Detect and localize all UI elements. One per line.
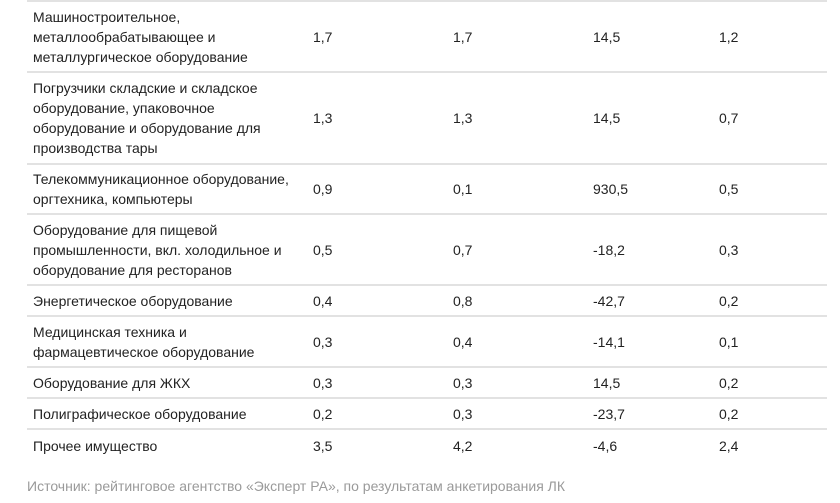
row-value-3: -4,6 (593, 437, 618, 454)
row-value-1: 0,3 (313, 374, 333, 391)
table-row: Погрузчики складские и складское оборудо… (27, 73, 827, 165)
row-value-2: 0,4 (453, 333, 473, 350)
table-row: Оборудование для ЖКХ 0,3 0,3 14,5 0,2 (27, 368, 827, 399)
row-value-1: 1,7 (313, 28, 333, 45)
row-value-4: 0,5 (719, 181, 739, 197)
row-value-3: -14,1 (593, 333, 625, 350)
row-value-1: 0,5 (313, 241, 333, 258)
table-row: Энергетическое оборудование 0,4 0,8 -42,… (27, 286, 827, 317)
row-value-4: 1,2 (719, 28, 739, 45)
row-category: Машиностроительное, металлообрабатывающе… (33, 8, 248, 65)
table-row: Телекоммуникационное оборудование, оргте… (27, 165, 827, 215)
source-note: Источник: рейтинговое агентство «Эксперт… (27, 478, 566, 494)
row-value-1: 1,3 (313, 110, 333, 126)
row-value-3: -23,7 (593, 405, 625, 422)
row-value-3: 14,5 (593, 110, 621, 126)
row-category: Энергетическое оборудование (33, 292, 233, 309)
row-value-1: 0,2 (313, 405, 333, 422)
row-value-4: 0,2 (719, 292, 739, 309)
equipment-table: Машиностроительное, металлообрабатывающе… (27, 0, 827, 461)
row-category: Оборудование для пищевой промышленности,… (33, 221, 282, 278)
row-value-2: 1,7 (453, 28, 473, 45)
row-value-3: 930,5 (593, 181, 629, 197)
row-value-2: 4,2 (453, 437, 473, 454)
row-value-2: 1,3 (453, 110, 473, 126)
row-value-1: 0,9 (313, 181, 333, 197)
row-category: Медицинская техника и фармацевтическое о… (33, 323, 255, 360)
row-category: Оборудование для ЖКХ (33, 374, 191, 391)
row-category: Погрузчики складские и складское оборудо… (33, 80, 261, 156)
table-row: Медицинская техника и фармацевтическое о… (27, 317, 827, 368)
row-value-2: 0,7 (453, 241, 473, 258)
table-row: Машиностроительное, металлообрабатывающе… (27, 2, 827, 73)
row-category: Прочее имущество (33, 437, 158, 454)
row-value-3: -42,7 (593, 292, 625, 309)
table-row: Полиграфическое оборудование 0,2 0,3 -23… (27, 399, 827, 430)
row-value-4: 0,2 (719, 405, 739, 422)
row-value-3: 14,5 (593, 374, 621, 391)
row-value-2: 0,1 (453, 181, 473, 197)
table-row: Прочее имущество 3,5 4,2 -4,6 2,4 (27, 430, 827, 461)
row-value-4: 0,2 (719, 374, 739, 391)
row-value-4: 0,1 (719, 333, 739, 350)
table-row: Оборудование для пищевой промышленности,… (27, 215, 827, 286)
row-category: Полиграфическое оборудование (33, 405, 247, 422)
row-value-3: -18,2 (593, 241, 625, 258)
row-value-1: 3,5 (313, 437, 333, 454)
row-value-2: 0,8 (453, 292, 473, 309)
row-value-4: 0,3 (719, 241, 739, 258)
row-value-2: 0,3 (453, 374, 473, 391)
row-value-2: 0,3 (453, 405, 473, 422)
row-value-4: 2,4 (719, 437, 739, 454)
row-value-3: 14,5 (593, 28, 621, 45)
row-value-4: 0,7 (719, 110, 739, 126)
row-value-1: 0,3 (313, 333, 333, 350)
row-category: Телекоммуникационное оборудование, оргте… (33, 171, 289, 207)
row-value-1: 0,4 (313, 292, 333, 309)
